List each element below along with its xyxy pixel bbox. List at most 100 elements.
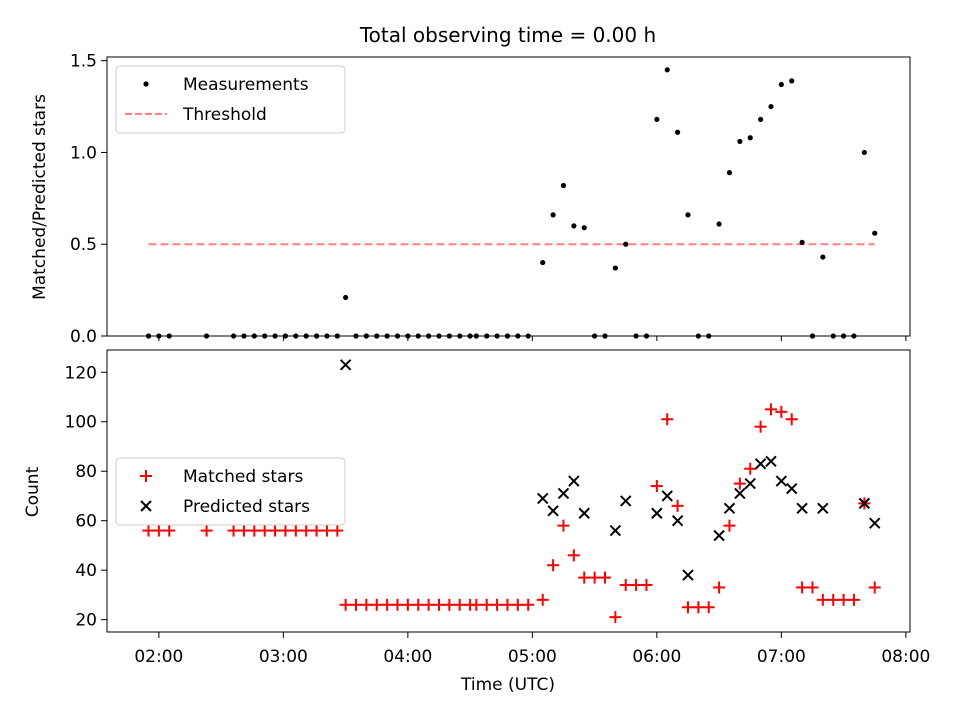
matched-star-point (837, 593, 850, 606)
predicted-star-point (858, 497, 871, 510)
measurement-point (612, 265, 618, 271)
predicted-star-point (651, 507, 663, 519)
bottom-y-tick-label: 40 (75, 561, 97, 581)
matched-star-point (847, 593, 860, 606)
matched-star-point (300, 524, 313, 537)
predicted-star-point (547, 505, 559, 517)
matched-star-point (381, 598, 394, 611)
bottom-y-axis-label: Count (23, 466, 43, 517)
matched-star-point (744, 462, 757, 475)
matched-star-point (142, 524, 155, 537)
legend-measurements-marker (143, 81, 149, 87)
predicted-star-point (339, 359, 352, 371)
bottom-x-tick-label: 05:00 (508, 647, 557, 667)
measurement-point (623, 241, 629, 247)
measurement-point (768, 103, 774, 110)
matched-star-point (480, 598, 493, 611)
predicted-star-point (744, 477, 756, 490)
predicted-star-point (557, 487, 570, 500)
measurement-point (747, 135, 753, 141)
bottom-legend: Matched stars Predicted stars (115, 457, 346, 526)
measurement-point (560, 182, 567, 189)
chart-title: Total observing time = 0.00 h (359, 23, 656, 47)
matched-star-point (258, 524, 271, 537)
measurement-point (716, 221, 722, 227)
matched-star-point (248, 524, 261, 537)
top-y-tick-label: 0.5 (70, 235, 97, 255)
measurement-point (343, 294, 349, 301)
legend-predicted-label: Predicted stars (183, 497, 310, 517)
matched-star-point (152, 524, 165, 537)
measurement-point (872, 230, 878, 236)
measurement-point (550, 212, 556, 218)
matched-star-point (279, 524, 292, 537)
matched-star-point (453, 598, 466, 611)
matched-star-point (501, 598, 514, 611)
bottom-x-tick-label: 07:00 (757, 647, 806, 667)
predicted-star-point (537, 492, 549, 505)
bottom-y-tick-label: 60 (75, 512, 97, 532)
predicted-star-point (713, 529, 725, 542)
matched-star-point (868, 581, 881, 594)
predicted-star-point (723, 502, 736, 515)
matched-star-point (681, 601, 694, 614)
matched-star-point (630, 579, 643, 591)
matched-star-point (733, 477, 746, 490)
matched-star-point (536, 593, 549, 606)
matched-star-point (491, 598, 504, 611)
predicted-star-point (568, 475, 580, 487)
predicted-star-point (620, 495, 632, 507)
measurement-point (540, 259, 546, 266)
matched-star-point (702, 601, 715, 614)
matched-star-point (598, 571, 611, 584)
matched-star-point (227, 524, 240, 537)
matched-star-point (349, 598, 362, 611)
matched-star-point (511, 598, 524, 611)
matched-star-point (412, 598, 425, 611)
top-x-ticks (158, 336, 907, 341)
bottom-y-tick-label: 120 (65, 363, 97, 383)
bottom-x-axis: 02:00 03:00 04:00 05:00 06:00 07:00 08:00 (134, 632, 930, 667)
predicted-star-point (661, 490, 673, 502)
measurement-point (799, 239, 805, 245)
predicted-star-point (817, 502, 829, 515)
predicted-star-point (578, 507, 590, 519)
top-legend: Measurements Threshold (115, 65, 346, 134)
top-legend-box (115, 65, 346, 134)
top-y-axis-label: Matched/Predicted stars (30, 94, 50, 300)
matched-star-point (650, 480, 663, 493)
matched-star-point (775, 405, 788, 418)
predicted-star-point (869, 517, 881, 529)
predicted-star-point (682, 569, 694, 581)
bottom-y-axis: 20 40 60 80 100 120 (65, 363, 107, 631)
predicted-stars-points (339, 359, 881, 581)
bottom-panel: 20 40 60 80 100 120 02:00 03:00 04:00 05:00 06:00… (23, 349, 930, 695)
matched-star-point (522, 598, 535, 611)
matched-star-point (806, 581, 819, 594)
legend-predicted-marker (140, 500, 152, 512)
measurement-point (571, 223, 577, 229)
measurement-point (820, 254, 826, 260)
x-axis-label: Time (UTC) (460, 675, 555, 695)
matched-star-point (671, 499, 684, 512)
matched-star-point (754, 420, 767, 433)
matched-star-point (557, 519, 570, 532)
measurement-point (778, 81, 784, 88)
matched-star-point (796, 581, 809, 594)
matched-star-point (200, 524, 213, 537)
matched-star-point (785, 413, 798, 426)
predicted-star-point (775, 475, 788, 487)
matched-star-point (320, 524, 333, 537)
matched-star-point (640, 579, 653, 591)
measurement-point (726, 170, 733, 176)
matched-star-point (360, 598, 373, 611)
matched-star-point (816, 593, 829, 606)
matched-star-point (289, 524, 302, 537)
predicted-star-point (796, 502, 808, 515)
measurement-point (581, 225, 587, 231)
matched-star-point (401, 598, 414, 611)
legend-matched-label: Matched stars (183, 467, 303, 487)
bottom-y-tick-label: 100 (65, 413, 97, 433)
measurement-point (861, 149, 867, 156)
matched-star-point (692, 601, 705, 614)
